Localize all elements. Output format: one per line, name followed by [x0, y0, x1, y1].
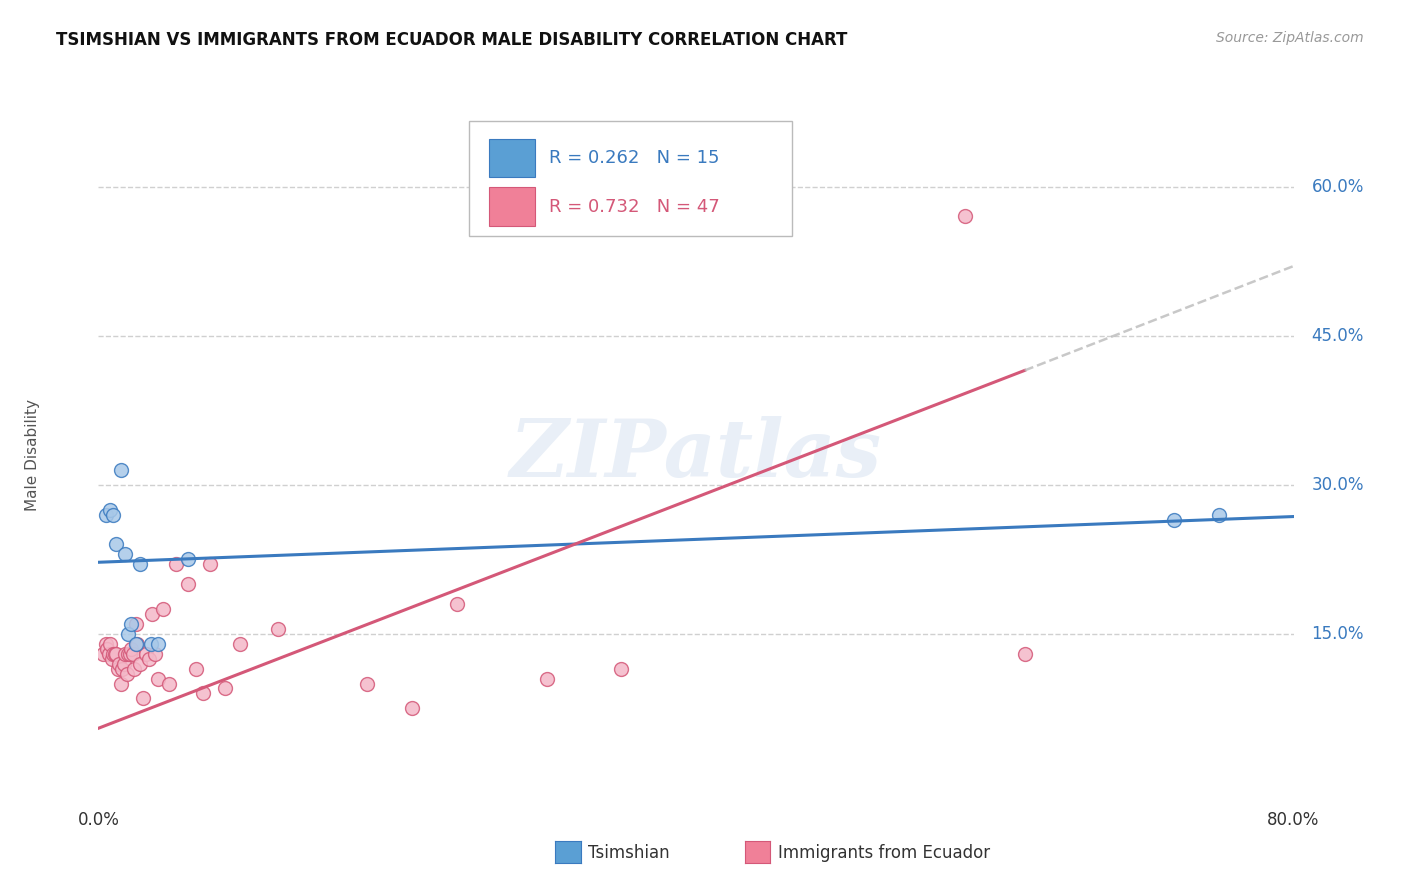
- Text: Source: ZipAtlas.com: Source: ZipAtlas.com: [1216, 31, 1364, 45]
- Text: 60.0%: 60.0%: [1312, 178, 1364, 195]
- Point: [184, 662, 207, 676]
- Point: [143, 647, 166, 661]
- FancyBboxPatch shape: [489, 138, 534, 177]
- Point: [165, 558, 187, 572]
- Point: [98, 637, 122, 651]
- Point: [117, 627, 139, 641]
- Text: TSIMSHIAN VS IMMIGRANTS FROM ECUADOR MALE DISABILITY CORRELATION CHART: TSIMSHIAN VS IMMIGRANTS FROM ECUADOR MAL…: [56, 31, 848, 49]
- Point: [114, 647, 136, 661]
- Point: [214, 681, 236, 696]
- Point: [120, 616, 142, 631]
- Text: R = 0.262   N = 15: R = 0.262 N = 15: [548, 149, 720, 167]
- Point: [157, 676, 180, 690]
- Point: [191, 686, 214, 700]
- Text: R = 0.732   N = 47: R = 0.732 N = 47: [548, 197, 720, 216]
- Point: [121, 647, 143, 661]
- Point: [114, 547, 136, 561]
- Point: [267, 622, 290, 636]
- Point: [107, 662, 129, 676]
- Point: [1163, 512, 1185, 526]
- Text: Tsimshian: Tsimshian: [588, 844, 669, 862]
- Point: [94, 637, 117, 651]
- Point: [125, 637, 148, 651]
- Point: [148, 672, 170, 686]
- Point: [1014, 647, 1036, 661]
- Point: [229, 637, 252, 651]
- Point: [98, 502, 122, 516]
- Point: [117, 647, 139, 661]
- Point: [97, 647, 120, 661]
- Point: [94, 508, 117, 522]
- Point: [118, 647, 141, 661]
- Point: [148, 637, 170, 651]
- Point: [177, 552, 200, 566]
- Text: 30.0%: 30.0%: [1312, 475, 1364, 494]
- Point: [104, 647, 127, 661]
- Point: [129, 657, 152, 671]
- Point: [401, 701, 423, 715]
- Point: [111, 662, 134, 676]
- FancyBboxPatch shape: [489, 187, 534, 226]
- Point: [120, 641, 142, 656]
- Point: [536, 672, 558, 686]
- Point: [139, 637, 162, 651]
- Point: [112, 657, 135, 671]
- Point: [125, 616, 148, 631]
- Point: [124, 662, 146, 676]
- Text: 45.0%: 45.0%: [1312, 326, 1364, 344]
- Point: [91, 647, 114, 661]
- Point: [110, 676, 132, 690]
- Point: [953, 210, 976, 224]
- Point: [103, 508, 125, 522]
- Point: [1208, 508, 1230, 522]
- Point: [177, 577, 200, 591]
- Point: [105, 537, 128, 551]
- Point: [129, 558, 152, 572]
- Point: [96, 641, 118, 656]
- Point: [152, 602, 174, 616]
- Point: [446, 597, 468, 611]
- Text: 15.0%: 15.0%: [1312, 624, 1364, 643]
- Point: [610, 662, 633, 676]
- Point: [138, 651, 160, 665]
- Point: [127, 637, 149, 651]
- Point: [356, 676, 378, 690]
- Point: [141, 607, 163, 621]
- Point: [105, 647, 128, 661]
- Point: [200, 558, 222, 572]
- Point: [115, 666, 138, 681]
- Point: [108, 657, 131, 671]
- Text: Immigrants from Ecuador: Immigrants from Ecuador: [778, 844, 990, 862]
- Point: [101, 651, 124, 665]
- Point: [110, 463, 132, 477]
- Point: [135, 647, 157, 661]
- Point: [103, 647, 125, 661]
- Text: Male Disability: Male Disability: [25, 399, 41, 511]
- Point: [132, 691, 155, 706]
- FancyBboxPatch shape: [470, 121, 792, 235]
- Text: ZIPatlas: ZIPatlas: [510, 417, 882, 493]
